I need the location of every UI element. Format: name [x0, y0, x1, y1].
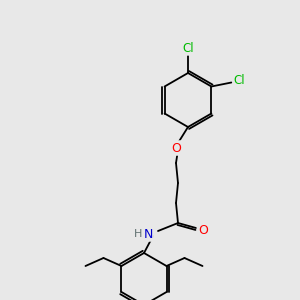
- Text: N: N: [143, 227, 153, 241]
- Text: Cl: Cl: [234, 74, 245, 87]
- Text: Cl: Cl: [182, 41, 194, 55]
- Text: O: O: [171, 142, 181, 154]
- Text: O: O: [198, 224, 208, 236]
- Text: H: H: [134, 229, 142, 239]
